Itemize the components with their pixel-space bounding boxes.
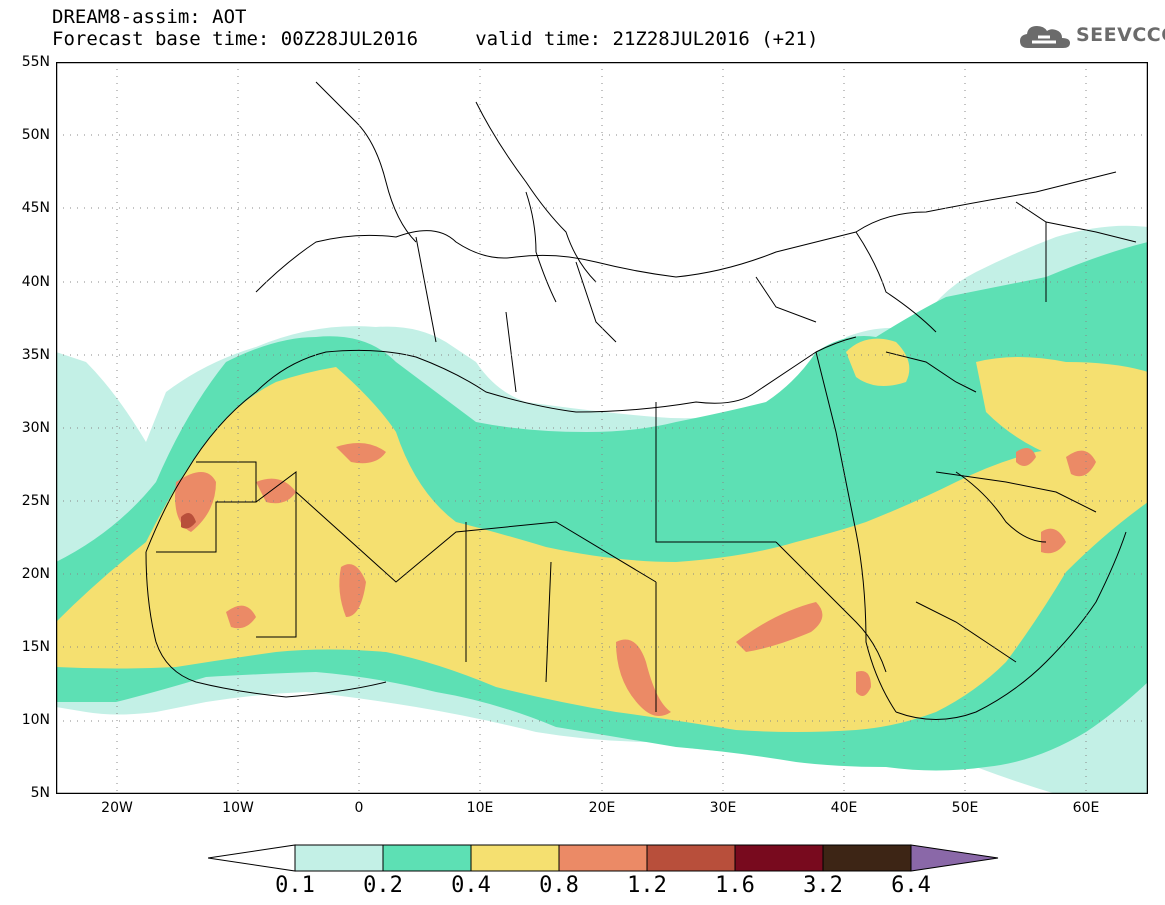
logo-text: SEEVCCC — [1076, 24, 1165, 46]
colorbar-label-4: 1.2 — [627, 873, 667, 898]
lon-label-50e: 50E — [951, 800, 979, 816]
lat-label-5n: 5N — [30, 785, 50, 801]
colorbar-label-0: 0.1 — [275, 873, 315, 898]
colorbar-label-3: 0.8 — [539, 873, 579, 898]
aot-field-medium-iraq — [846, 338, 910, 386]
colorbar — [208, 844, 999, 872]
lat-label-10n: 10N — [21, 712, 50, 728]
lon-label-10e: 10E — [466, 800, 494, 816]
lat-label-45n: 45N — [21, 200, 50, 216]
map-panel — [56, 62, 1148, 794]
aot-hotspot-9 — [1066, 450, 1096, 477]
aot-hotspot-4 — [339, 564, 366, 617]
colorbar-swatch-3 — [470, 844, 560, 872]
title-times: Forecast base time: 00Z28JUL2016 valid t… — [52, 28, 819, 50]
lon-label-0: 0 — [354, 800, 364, 816]
colorbar-swatch-5 — [646, 844, 736, 872]
colorbar-swatch-6 — [734, 844, 824, 872]
coastlines — [145, 81, 1127, 720]
aot-hotspot-11 — [856, 671, 871, 696]
colorbar-label-7: 6.4 — [891, 873, 931, 898]
colorbar-label-2: 0.4 — [451, 873, 491, 898]
aot-hotspot-10 — [1041, 528, 1066, 554]
colorbar-swatch-7 — [822, 844, 912, 872]
aot-hotspot-8 — [1016, 448, 1036, 466]
lon-label-60e: 60E — [1072, 800, 1100, 816]
aot-hotspot-3 — [336, 443, 386, 464]
aot-hotspot-6 — [616, 639, 671, 716]
colorbar-label-6: 3.2 — [803, 873, 843, 898]
cloud-icon — [1020, 26, 1070, 48]
lon-label-10w: 10W — [222, 800, 254, 816]
lat-label-55n: 55N — [21, 54, 50, 70]
colorbar-swatch-2 — [382, 844, 472, 872]
colorbar-label-5: 1.6 — [715, 873, 755, 898]
map-title: DREAM8-assim: AOT Forecast base time: 00… — [52, 6, 818, 50]
lat-label-30n: 30N — [21, 420, 50, 436]
map-border — [56, 62, 1148, 794]
seevccc-logo: SEEVCCC — [1018, 22, 1165, 56]
colorbar-swatch-4 — [558, 844, 648, 872]
aot-hotspot-dark — [181, 513, 196, 529]
lat-label-40n: 40N — [21, 274, 50, 290]
colorbar-min-arrow — [208, 844, 296, 872]
lon-label-20e: 20E — [588, 800, 616, 816]
aot-hotspot-2 — [256, 478, 296, 504]
lat-label-35n: 35N — [21, 347, 50, 363]
aot-map — [56, 62, 1148, 794]
lat-label-15n: 15N — [21, 639, 50, 655]
graticule — [56, 62, 1148, 794]
aot-field-medium — [56, 367, 1148, 732]
lat-label-20n: 20N — [21, 566, 50, 582]
lon-label-20w: 20W — [101, 800, 133, 816]
lat-label-50n: 50N — [21, 127, 50, 143]
colorbar-swatch-1 — [294, 844, 384, 872]
lon-label-40e: 40E — [830, 800, 858, 816]
lon-label-30e: 30E — [709, 800, 737, 816]
lat-label-25n: 25N — [21, 493, 50, 509]
title-product: DREAM8-assim: AOT — [52, 6, 247, 28]
borders — [156, 201, 1137, 712]
colorbar-max-arrow — [910, 844, 999, 872]
colorbar-label-1: 0.2 — [363, 873, 403, 898]
aot-hotspot-5 — [226, 605, 256, 629]
aot-hotspot-7 — [736, 602, 823, 652]
aot-field-medium-arabia — [976, 357, 1148, 457]
